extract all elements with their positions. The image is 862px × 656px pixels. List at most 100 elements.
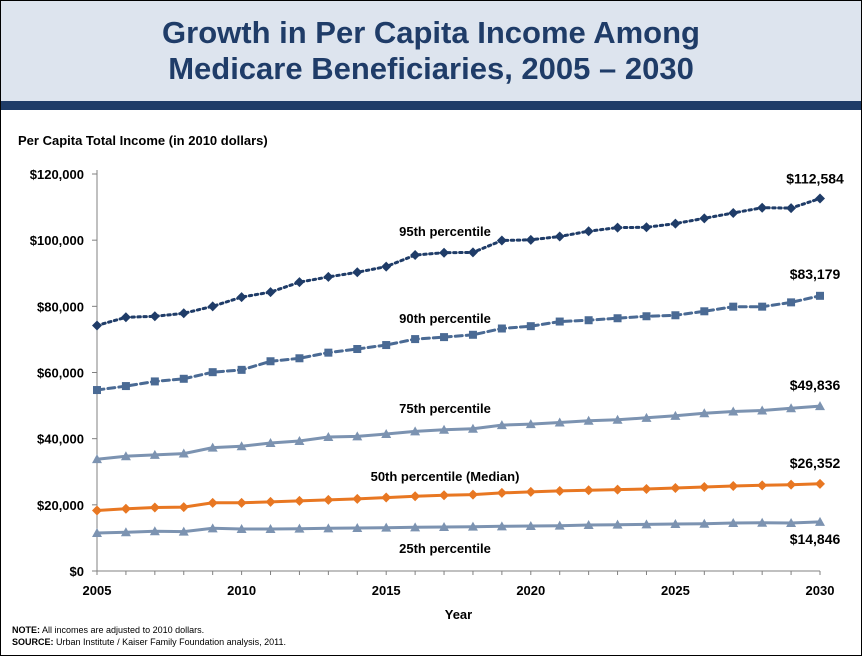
marker-p50 xyxy=(439,490,450,501)
marker-p95 xyxy=(92,320,102,331)
marker-p90 xyxy=(468,330,477,339)
marker-p75 xyxy=(815,401,825,411)
chart-footnote: NOTE: All incomes are adjusted to 2010 d… xyxy=(12,624,286,648)
marker-p50 xyxy=(728,480,739,491)
marker-p75 xyxy=(670,410,681,420)
header-divider-bar xyxy=(1,101,861,110)
marker-p90 xyxy=(671,311,680,320)
marker-p90 xyxy=(440,333,449,342)
marker-p25 xyxy=(757,517,768,527)
marker-p95 xyxy=(178,308,189,319)
marker-p95 xyxy=(583,226,594,237)
marker-p50 xyxy=(496,487,507,498)
marker-p50 xyxy=(294,495,305,506)
series-line-p75 xyxy=(96,404,821,461)
marker-p25 xyxy=(496,521,507,531)
marker-p75 xyxy=(381,429,392,439)
marker-p90 xyxy=(642,312,651,321)
marker-p75 xyxy=(207,442,218,452)
marker-p95 xyxy=(757,202,768,213)
marker-p95 xyxy=(467,247,478,258)
marker-p95 xyxy=(815,193,825,204)
marker-p90 xyxy=(93,386,101,395)
marker-p50 xyxy=(554,485,565,496)
marker-p25 xyxy=(728,518,739,528)
marker-p25 xyxy=(323,523,334,533)
marker-p95 xyxy=(525,234,536,245)
marker-p25 xyxy=(670,519,681,529)
marker-p25 xyxy=(149,526,160,536)
marker-p95 xyxy=(699,213,710,224)
y-tick-label: $100,000 xyxy=(30,233,84,248)
marker-p50 xyxy=(583,485,594,496)
marker-p50 xyxy=(120,503,131,514)
marker-p50 xyxy=(410,491,421,502)
marker-p50 xyxy=(699,481,710,492)
marker-p50 xyxy=(178,502,189,513)
marker-p95 xyxy=(786,203,797,214)
note-line: NOTE: All incomes are adjusted to 2010 d… xyxy=(12,624,286,636)
series-label-p75: 75th percentile xyxy=(399,401,491,416)
title-line-2: Medicare Beneficiaries, 2005 – 2030 xyxy=(168,51,694,86)
source-line: SOURCE: Urban Institute / Kaiser Family … xyxy=(12,636,286,648)
marker-p90 xyxy=(237,365,246,374)
marker-p95 xyxy=(439,247,450,258)
marker-p90 xyxy=(150,377,159,386)
marker-p90 xyxy=(613,314,622,323)
y-tick-label: $0 xyxy=(70,564,84,579)
note-text: All incomes are adjusted to 2010 dollars… xyxy=(42,625,205,635)
end-value-label-p95: $112,584 xyxy=(786,171,844,187)
x-axis-title: Year xyxy=(445,607,472,622)
series-line-p50 xyxy=(96,482,821,512)
marker-p95 xyxy=(265,287,276,298)
marker-p50 xyxy=(786,479,797,490)
marker-p50 xyxy=(207,497,218,508)
marker-p75 xyxy=(178,448,189,458)
marker-p25 xyxy=(467,521,478,531)
marker-p90 xyxy=(411,335,420,344)
end-value-label-p50: $26,352 xyxy=(790,455,841,471)
marker-p50 xyxy=(525,486,536,497)
marker-p25 xyxy=(815,516,825,526)
marker-p75 xyxy=(439,424,450,434)
marker-p95 xyxy=(410,250,421,261)
series-line-p25 xyxy=(96,520,821,535)
series-label-p90: 90th percentile xyxy=(399,311,491,326)
marker-p75 xyxy=(120,451,131,461)
marker-p25 xyxy=(352,522,363,532)
series-line-p95 xyxy=(95,197,822,327)
marker-p75 xyxy=(92,454,102,464)
slide-header: Growth in Per Capita Income Among Medica… xyxy=(1,1,861,101)
y-tick-label: $80,000 xyxy=(37,299,84,314)
marker-p25 xyxy=(525,521,536,531)
marker-p95 xyxy=(207,301,218,312)
marker-p50 xyxy=(670,482,681,493)
marker-p25 xyxy=(439,521,450,531)
marker-p75 xyxy=(149,449,160,459)
marker-p90 xyxy=(382,341,391,350)
marker-p75 xyxy=(641,412,652,422)
marker-p95 xyxy=(149,311,160,322)
marker-p50 xyxy=(149,502,160,513)
marker-p95 xyxy=(612,222,623,233)
marker-p25 xyxy=(583,520,594,530)
marker-p90 xyxy=(266,357,275,366)
marker-p75 xyxy=(728,406,739,416)
end-value-label-p25: $14,846 xyxy=(790,531,841,547)
end-value-label-p90: $83,179 xyxy=(790,266,841,282)
y-tick-label: $40,000 xyxy=(37,432,84,447)
marker-p75 xyxy=(236,441,247,451)
marker-p75 xyxy=(699,408,710,418)
marker-p25 xyxy=(699,518,710,528)
x-tick-label: 2030 xyxy=(806,583,835,598)
marker-p50 xyxy=(265,496,276,507)
marker-p25 xyxy=(92,527,102,537)
marker-p90 xyxy=(526,322,535,331)
x-tick-label: 2025 xyxy=(661,583,690,598)
y-axis-title: Per Capita Total Income (in 2010 dollars… xyxy=(18,133,268,148)
series-label-p50: 50th percentile (Median) xyxy=(371,469,520,484)
marker-p25 xyxy=(178,526,189,536)
marker-p75 xyxy=(352,431,363,441)
marker-p50 xyxy=(381,492,392,503)
